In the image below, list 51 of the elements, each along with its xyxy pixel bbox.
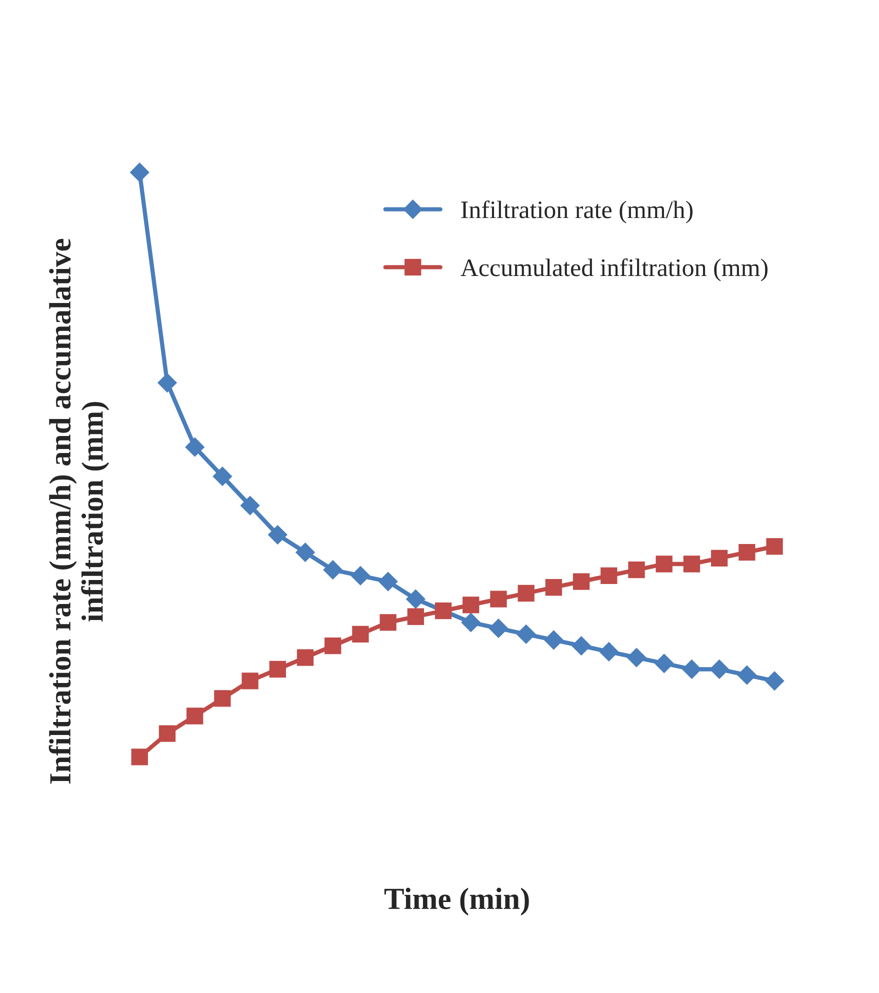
- point: [296, 649, 314, 666]
- point: [268, 525, 288, 544]
- point: [407, 608, 424, 625]
- point: [434, 602, 452, 620]
- point: [240, 496, 260, 516]
- point: [626, 648, 646, 668]
- point: [765, 671, 784, 690]
- point: [380, 614, 396, 631]
- point: [518, 584, 534, 602]
- point: [628, 562, 645, 578]
- point: [323, 560, 342, 580]
- point: [683, 556, 700, 572]
- point: [214, 690, 231, 707]
- point: [185, 438, 204, 457]
- point: [766, 538, 783, 555]
- point: [186, 708, 204, 724]
- point: [544, 630, 564, 650]
- point: [488, 618, 508, 638]
- point: [269, 660, 286, 678]
- point: [656, 556, 672, 572]
- point: [599, 642, 618, 662]
- point: [242, 672, 258, 690]
- point: [378, 572, 398, 592]
- point: [572, 636, 591, 656]
- point: [212, 466, 232, 486]
- point: [406, 590, 426, 609]
- point: [516, 624, 536, 644]
- point: [296, 542, 315, 562]
- point: [158, 725, 176, 742]
- point: [462, 596, 480, 614]
- y-axis-title: Infiltration rate (mm/h) and accumalative infiltration (mm): [48, 238, 110, 784]
- point: [600, 567, 618, 584]
- point: [738, 544, 756, 561]
- point: [572, 573, 590, 590]
- point: [350, 566, 370, 586]
- point: [158, 373, 177, 392]
- legend-label: Accumulated infiltration (mm): [460, 258, 768, 282]
- point: [352, 626, 369, 642]
- point: [130, 162, 150, 182]
- x-axis-title: Time (min): [384, 888, 529, 916]
- point: [737, 666, 756, 685]
- point: [545, 579, 562, 596]
- point: [490, 590, 507, 608]
- point: [131, 748, 148, 766]
- point: [710, 550, 728, 566]
- point: [654, 654, 674, 673]
- point: [682, 660, 702, 679]
- point: [324, 638, 342, 654]
- point: [461, 612, 480, 632]
- point: [710, 660, 729, 679]
- legend-label: Infiltration rate (mm/h): [461, 200, 693, 224]
